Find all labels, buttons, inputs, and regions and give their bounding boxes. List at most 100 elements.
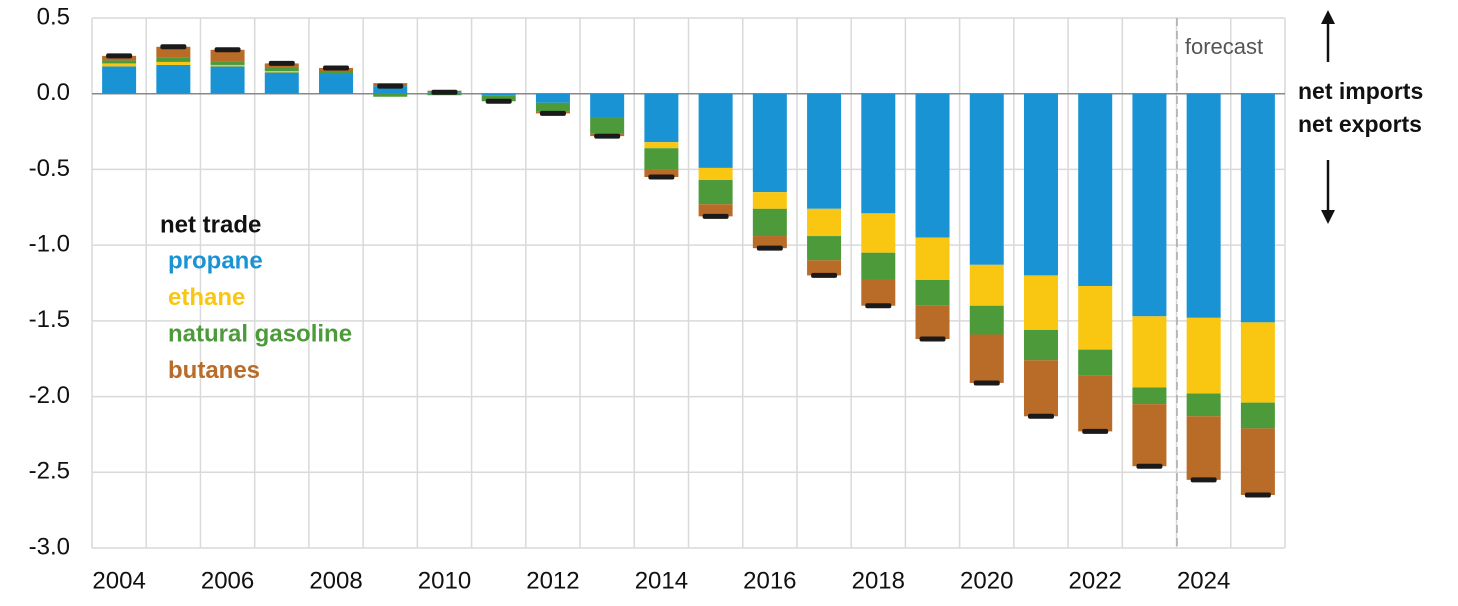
bar-segment xyxy=(861,252,896,280)
bar-segment xyxy=(1132,404,1167,467)
forecast-label: forecast xyxy=(1185,34,1263,59)
bar-segment xyxy=(861,93,896,214)
bar-segment xyxy=(481,93,516,96)
bar-segment xyxy=(807,208,842,237)
bar-segment xyxy=(915,93,950,238)
bar-segment xyxy=(807,260,842,276)
bar-segment xyxy=(264,71,299,73)
bar-segment xyxy=(698,93,733,168)
bar-segment xyxy=(319,71,354,75)
legend-entry: natural gasoline xyxy=(168,320,352,347)
y-tick-label: -3.0 xyxy=(29,533,70,560)
bar-segment xyxy=(590,117,625,134)
bar-segment xyxy=(861,213,896,253)
bar-segment xyxy=(861,279,896,306)
y-tick-label: -0.5 xyxy=(29,155,70,182)
bar-segment xyxy=(698,204,733,217)
arrows xyxy=(1321,10,1335,224)
x-tick-label: 2020 xyxy=(960,567,1013,594)
bar-segment xyxy=(1186,317,1221,394)
net-trade-marker xyxy=(1082,428,1109,434)
bar-segment xyxy=(752,236,787,249)
bar-segment xyxy=(1186,93,1221,318)
net-trade-marker xyxy=(1190,477,1217,483)
bar-segment xyxy=(1078,93,1113,287)
bar-segment xyxy=(481,95,516,102)
x-tick-label: 2018 xyxy=(852,567,905,594)
bar-segment xyxy=(1240,428,1275,495)
legend-entry: ethane xyxy=(168,284,245,311)
bar-segment xyxy=(1023,360,1058,417)
bar-segment xyxy=(1186,393,1221,417)
bar-segment xyxy=(1186,416,1221,480)
bar-segment xyxy=(590,93,625,118)
bar-segment xyxy=(807,236,842,261)
y-tick-label: -2.5 xyxy=(29,458,70,485)
net-trade-marker xyxy=(431,89,458,95)
bar-segment xyxy=(535,102,570,112)
bar-segment xyxy=(752,192,787,209)
bar-segment xyxy=(644,169,679,177)
net-trade-marker xyxy=(539,110,566,116)
bar-segment xyxy=(102,60,137,64)
bar-segment xyxy=(156,64,191,94)
net-exports-label: net exports xyxy=(1298,111,1422,137)
bar-segment xyxy=(969,334,1004,383)
net-trade-marker xyxy=(919,336,946,342)
net-trade-marker xyxy=(648,174,675,180)
net-trade-marker xyxy=(1027,413,1054,419)
net-trade-marker xyxy=(702,213,729,219)
legend-entry: butanes xyxy=(168,357,260,384)
y-tick-label: -1.0 xyxy=(29,230,70,257)
bar-segment xyxy=(1240,322,1275,403)
bar-segment xyxy=(969,264,1004,306)
bar-segment xyxy=(210,49,245,62)
x-tick-label: 2004 xyxy=(92,567,145,594)
net-trade-marker xyxy=(268,60,295,66)
bar-segment xyxy=(969,93,1004,265)
legend-entry: propane xyxy=(168,247,263,274)
x-tick-label: 2010 xyxy=(418,567,471,594)
bar-segment xyxy=(698,180,733,205)
bar-segment xyxy=(969,305,1004,335)
net-trade-marker xyxy=(756,245,783,251)
net-trade-marker xyxy=(377,83,404,89)
bar-segment xyxy=(264,67,299,71)
bar-segment xyxy=(210,66,245,94)
bar-segment xyxy=(915,237,950,280)
bar-segment xyxy=(373,86,408,94)
net-trade-marker xyxy=(106,53,133,59)
legend-net-trade: net trade xyxy=(160,211,261,238)
net-trade-marker xyxy=(160,44,187,50)
x-tick-label: 2008 xyxy=(309,567,362,594)
bar-segment xyxy=(1132,316,1167,388)
bar-segment xyxy=(807,93,842,209)
bar-segment xyxy=(210,64,245,67)
bar-segment xyxy=(1078,349,1113,376)
bar-segment xyxy=(373,93,408,97)
net-trade-marker xyxy=(865,303,892,309)
y-tick-label: -1.5 xyxy=(29,306,70,333)
bar-segment xyxy=(1240,93,1275,323)
y-tick-label: 0.5 xyxy=(37,3,70,30)
x-tick-label: 2014 xyxy=(635,567,688,594)
x-tick-label: 2006 xyxy=(201,567,254,594)
bar-segment xyxy=(1023,329,1058,361)
y-tick-label: 0.0 xyxy=(37,79,70,106)
bar-segment xyxy=(535,93,570,103)
bar-segment xyxy=(1023,93,1058,276)
x-tick-label: 2016 xyxy=(743,567,796,594)
net-trade-marker xyxy=(214,47,241,53)
bar-segment xyxy=(644,93,679,143)
bar-segment xyxy=(1078,375,1113,432)
net-trade-marker xyxy=(1244,492,1271,498)
bar-segment xyxy=(102,63,137,67)
bar-segment xyxy=(1078,286,1113,350)
bar-segment xyxy=(752,93,787,193)
net-imports-label: net imports xyxy=(1298,78,1423,104)
x-tick-label: 2022 xyxy=(1069,567,1122,594)
net-trade-marker xyxy=(323,65,350,71)
x-tick-label: 2024 xyxy=(1177,567,1230,594)
bar-segment xyxy=(1240,402,1275,429)
